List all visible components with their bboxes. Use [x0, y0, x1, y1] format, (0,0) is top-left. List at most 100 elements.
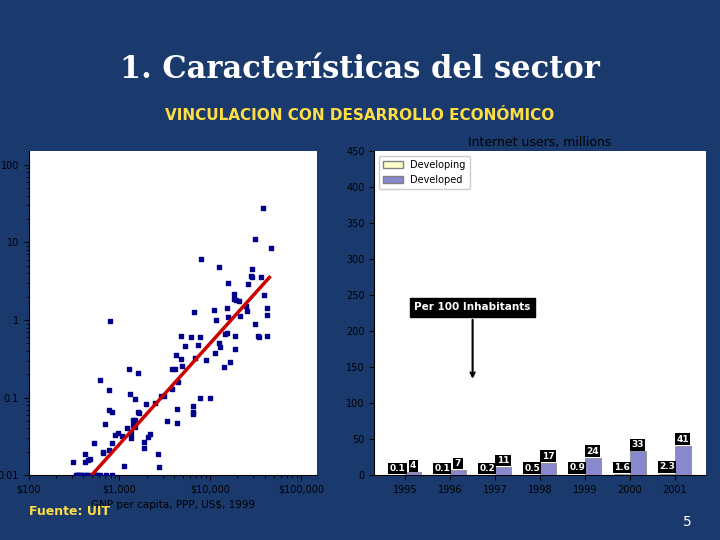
Bar	[659, 474, 675, 475]
Point	[230, 295, 242, 304]
Point	[228, 294, 240, 303]
Point	[168, 365, 180, 374]
Point	[189, 307, 200, 316]
Point	[127, 415, 139, 424]
Text: 1. Características del sector: 1. Características del sector	[120, 54, 600, 85]
Bar	[675, 446, 690, 475]
Text: 0.5: 0.5	[524, 464, 540, 472]
Point	[229, 331, 240, 340]
Point	[121, 424, 132, 433]
Point	[246, 273, 258, 281]
Point	[149, 399, 161, 407]
Point	[79, 449, 91, 458]
Point	[107, 471, 118, 480]
Point	[213, 339, 225, 347]
Point	[125, 434, 137, 442]
Point	[204, 393, 216, 402]
Point	[138, 443, 150, 452]
Point	[246, 265, 258, 273]
Point	[186, 332, 197, 341]
Text: Fuente: UIT: Fuente: UIT	[29, 505, 109, 518]
Point	[153, 463, 165, 471]
Point	[222, 328, 233, 337]
Point	[240, 302, 252, 310]
Point	[222, 279, 233, 288]
Point	[210, 316, 222, 325]
Point	[90, 471, 102, 480]
Title: Internet users, millions: Internet users, millions	[468, 136, 612, 148]
Point	[228, 290, 240, 299]
Point	[242, 279, 253, 288]
Point	[84, 455, 96, 463]
Point	[222, 303, 233, 312]
Point	[68, 458, 79, 467]
Point	[91, 471, 102, 480]
Point	[127, 421, 139, 429]
Point	[123, 364, 135, 373]
Point	[261, 303, 273, 312]
Point	[258, 291, 269, 300]
Point	[166, 365, 178, 374]
Point	[161, 417, 173, 426]
Text: 4: 4	[410, 461, 416, 470]
Point	[104, 406, 115, 414]
Bar	[585, 458, 600, 475]
Point	[153, 450, 164, 458]
Point	[81, 471, 93, 480]
Point	[233, 296, 245, 305]
Text: 24: 24	[587, 447, 599, 456]
Point	[176, 354, 187, 363]
Bar	[614, 474, 630, 475]
Point	[104, 316, 115, 325]
Point	[261, 311, 272, 320]
Point	[189, 353, 201, 362]
Text: 41: 41	[676, 435, 689, 443]
Bar	[405, 472, 421, 475]
Point	[179, 342, 191, 350]
Point	[142, 433, 153, 442]
Point	[176, 362, 188, 371]
Point	[98, 449, 109, 457]
Point	[166, 384, 177, 393]
Point	[250, 235, 261, 244]
Point	[256, 273, 267, 282]
Point	[175, 332, 186, 341]
Point	[107, 408, 118, 416]
Point	[71, 471, 82, 480]
Point	[82, 456, 94, 464]
Point	[213, 263, 225, 272]
Text: 7: 7	[455, 459, 462, 468]
Point	[252, 332, 264, 341]
Point	[220, 330, 231, 339]
Point	[258, 204, 269, 212]
Point	[222, 313, 234, 321]
Point	[209, 349, 220, 357]
Point	[88, 438, 99, 447]
Point	[132, 408, 143, 416]
Point	[133, 409, 145, 417]
Point	[101, 471, 112, 480]
Text: 0.9: 0.9	[569, 463, 585, 472]
Point	[186, 402, 198, 410]
Point	[261, 332, 273, 340]
Point	[109, 431, 121, 440]
Point	[73, 471, 85, 480]
Point	[192, 341, 204, 349]
Point	[132, 369, 143, 377]
Point	[86, 471, 97, 480]
Point	[155, 392, 166, 400]
Bar	[630, 451, 646, 475]
Point	[199, 355, 211, 364]
X-axis label: GNP per capita, PPP, US$, 1999: GNP per capita, PPP, US$, 1999	[91, 501, 255, 510]
Point	[171, 419, 183, 428]
Point	[140, 400, 152, 409]
Bar	[495, 467, 510, 475]
Text: 11: 11	[497, 456, 509, 465]
Text: 1.6: 1.6	[614, 463, 630, 472]
Point	[129, 422, 140, 431]
Text: 0.1: 0.1	[390, 464, 405, 473]
Point	[81, 471, 93, 480]
Point	[171, 405, 183, 414]
Point	[103, 386, 114, 395]
Point	[225, 357, 236, 366]
